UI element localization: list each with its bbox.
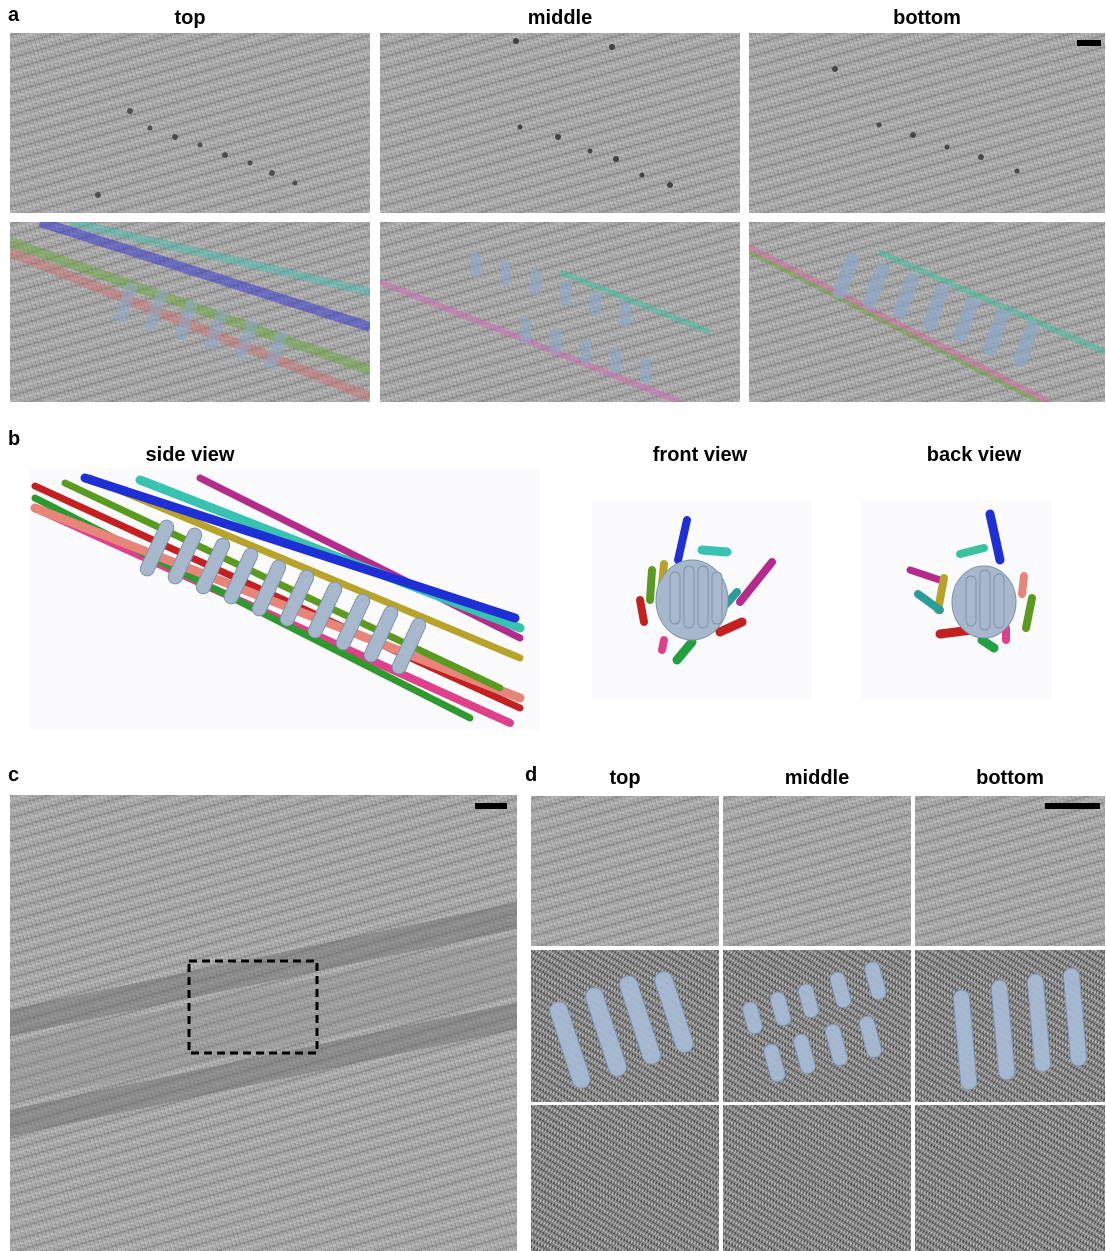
panel-c-tomogram	[10, 795, 517, 1251]
density-rods-overlay	[549, 971, 694, 1089]
panel-a-col-bottom-label: bottom	[893, 7, 961, 29]
panel-d-tomogram-bottom	[915, 796, 1105, 946]
panel-a-segmented-bottom	[749, 222, 1105, 402]
panel-d-raw-top	[531, 1105, 719, 1251]
panel-d-col-middle-label: middle	[784, 767, 850, 789]
panel-c-scale-bar	[475, 803, 507, 809]
panel-b-front-view-render	[592, 500, 812, 700]
panel-b-side-view-render	[30, 468, 540, 730]
panel-d-scale-bar	[1045, 803, 1100, 809]
density-rods-overlay	[742, 961, 887, 1083]
panel-a-scale-bar	[1077, 40, 1101, 46]
panel-d-model-middle	[723, 950, 911, 1102]
panel-b-side-view-label: side view	[145, 444, 235, 466]
panel-d-model-top	[531, 950, 719, 1102]
panel-d-tomogram-middle	[723, 796, 911, 946]
segmentation-overlay	[10, 222, 370, 402]
panel-a-segmented-middle	[380, 222, 740, 402]
tomogram-slice-image	[95, 108, 298, 198]
panel-a-col-middle-label: middle	[527, 7, 593, 29]
panel-a-label: a	[8, 4, 20, 26]
tomogram-slice-image	[513, 38, 673, 188]
panel-d-label: d	[525, 764, 538, 786]
region-of-interest-box	[187, 959, 319, 1055]
panel-b-label: b	[8, 428, 21, 450]
microtubule-front-view-model	[636, 516, 776, 665]
panel-d-model-bottom	[915, 950, 1105, 1102]
panel-a-tomogram-top	[10, 33, 370, 213]
panel-d-col-top-label: top	[609, 767, 641, 789]
panel-b-back-view-render	[862, 500, 1052, 700]
panel-b-back-view-label: back view	[926, 444, 1022, 466]
segmentation-overlay	[380, 252, 712, 402]
microtubule-back-view-model	[906, 509, 1036, 653]
density-rods-overlay	[952, 967, 1088, 1091]
panel-a-tomogram-middle	[380, 33, 740, 213]
panel-d-tomogram-top	[531, 796, 719, 946]
microtubule-side-view-model	[30, 473, 525, 727]
tomogram-overview-image	[10, 902, 517, 1137]
panel-a-col-top-label: top	[174, 7, 206, 29]
panel-b-front-view-label: front view	[652, 444, 748, 466]
panel-d-raw-bottom	[915, 1105, 1105, 1251]
tomogram-slice-image	[832, 66, 1020, 174]
segmentation-overlay	[749, 244, 1105, 402]
panel-d-raw-middle	[723, 1105, 911, 1251]
panel-d-col-bottom-label: bottom	[976, 767, 1044, 789]
panel-a-tomogram-bottom	[749, 33, 1105, 213]
panel-c-label: c	[8, 764, 20, 786]
panel-a-segmented-top	[10, 222, 370, 402]
